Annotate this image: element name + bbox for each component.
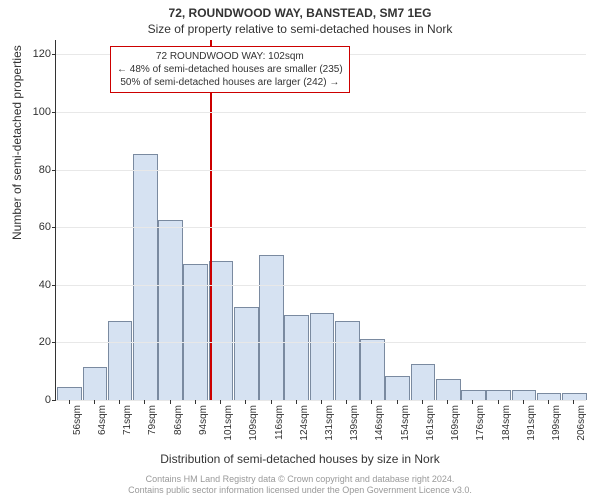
xtick-label: 161sqm — [425, 405, 436, 441]
grid-line — [56, 112, 586, 113]
xtick-mark — [573, 400, 574, 404]
bar — [360, 339, 385, 400]
xtick-label: 79sqm — [147, 405, 158, 435]
annotation-line1: 72 ROUNDWOOD WAY: 102sqm — [117, 50, 343, 63]
bar — [284, 315, 309, 400]
xtick-mark — [94, 400, 95, 404]
xtick-mark — [271, 400, 272, 404]
ytick-mark — [52, 342, 56, 343]
xtick-label: 176sqm — [475, 405, 486, 441]
xtick-mark — [69, 400, 70, 404]
ytick-mark — [52, 54, 56, 55]
ytick-label: 120 — [21, 48, 51, 60]
chart-container: 72, ROUNDWOOD WAY, BANSTEAD, SM7 1EG Siz… — [0, 0, 600, 500]
chart-subtitle: Size of property relative to semi-detach… — [0, 22, 600, 36]
bar — [562, 393, 587, 400]
bar — [158, 220, 183, 400]
xtick-label: 116sqm — [274, 405, 285, 440]
xtick-mark — [170, 400, 171, 404]
ytick-label: 80 — [21, 164, 51, 176]
bar — [335, 321, 360, 400]
bar — [486, 390, 511, 400]
ytick-mark — [52, 227, 56, 228]
xtick-mark — [397, 400, 398, 404]
xtick-label: 109sqm — [248, 405, 259, 441]
bar — [133, 154, 158, 400]
ytick-label: 20 — [21, 336, 51, 348]
xtick-label: 146sqm — [374, 405, 385, 441]
bar — [83, 367, 108, 400]
xtick-label: 64sqm — [97, 405, 108, 435]
ytick-mark — [52, 400, 56, 401]
chart-title: 72, ROUNDWOOD WAY, BANSTEAD, SM7 1EG — [0, 6, 600, 20]
ytick-label: 60 — [21, 221, 51, 233]
ytick-label: 0 — [21, 394, 51, 406]
grid-line — [56, 285, 586, 286]
xtick-mark — [144, 400, 145, 404]
y-axis-label: Number of semi-detached properties — [10, 45, 24, 240]
grid-line — [56, 227, 586, 228]
xtick-mark — [523, 400, 524, 404]
xtick-label: 139sqm — [349, 405, 360, 441]
xtick-mark — [220, 400, 221, 404]
grid-line — [56, 342, 586, 343]
bar — [259, 255, 284, 400]
plot-area: 02040608010012056sqm64sqm71sqm79sqm86sqm… — [55, 40, 586, 401]
bar — [461, 390, 486, 400]
bars-group — [56, 40, 586, 400]
xtick-label: 101sqm — [223, 405, 234, 441]
xtick-label: 131sqm — [324, 405, 335, 441]
bar — [209, 261, 234, 400]
xtick-label: 169sqm — [450, 405, 461, 441]
xtick-mark — [346, 400, 347, 404]
annotation-box: 72 ROUNDWOOD WAY: 102sqm ← 48% of semi-d… — [110, 46, 350, 93]
xtick-mark — [447, 400, 448, 404]
xtick-mark — [195, 400, 196, 404]
ytick-label: 100 — [21, 106, 51, 118]
bar — [537, 393, 562, 400]
bar — [57, 387, 82, 400]
xtick-label: 56sqm — [72, 405, 83, 435]
bar — [385, 376, 410, 400]
xtick-label: 86sqm — [173, 405, 184, 435]
ytick-label: 40 — [21, 279, 51, 291]
footer-line2: Contains public sector information licen… — [0, 485, 600, 496]
xtick-label: 191sqm — [526, 405, 537, 441]
bar — [512, 390, 537, 400]
xtick-label: 206sqm — [576, 405, 587, 441]
xtick-label: 184sqm — [501, 405, 512, 441]
xtick-label: 124sqm — [299, 405, 310, 441]
bar — [108, 321, 133, 400]
bar — [310, 313, 335, 400]
reference-line — [210, 40, 212, 400]
xtick-label: 94sqm — [198, 405, 209, 435]
xtick-label: 154sqm — [400, 405, 411, 441]
xtick-mark — [548, 400, 549, 404]
xtick-label: 199sqm — [551, 405, 562, 441]
xtick-mark — [119, 400, 120, 404]
ytick-mark — [52, 170, 56, 171]
footer-attribution: Contains HM Land Registry data © Crown c… — [0, 474, 600, 496]
xtick-label: 71sqm — [122, 405, 133, 435]
bar — [411, 364, 436, 400]
annotation-line3: 50% of semi-detached houses are larger (… — [117, 76, 343, 89]
x-axis-label: Distribution of semi-detached houses by … — [0, 452, 600, 466]
annotation-line2: ← 48% of semi-detached houses are smalle… — [117, 63, 343, 76]
footer-line1: Contains HM Land Registry data © Crown c… — [0, 474, 600, 485]
grid-line — [56, 170, 586, 171]
xtick-mark — [498, 400, 499, 404]
ytick-mark — [52, 285, 56, 286]
ytick-mark — [52, 112, 56, 113]
xtick-mark — [422, 400, 423, 404]
bar — [436, 379, 461, 400]
xtick-mark — [371, 400, 372, 404]
xtick-mark — [472, 400, 473, 404]
xtick-mark — [296, 400, 297, 404]
xtick-mark — [321, 400, 322, 404]
bar — [234, 307, 259, 400]
xtick-mark — [245, 400, 246, 404]
